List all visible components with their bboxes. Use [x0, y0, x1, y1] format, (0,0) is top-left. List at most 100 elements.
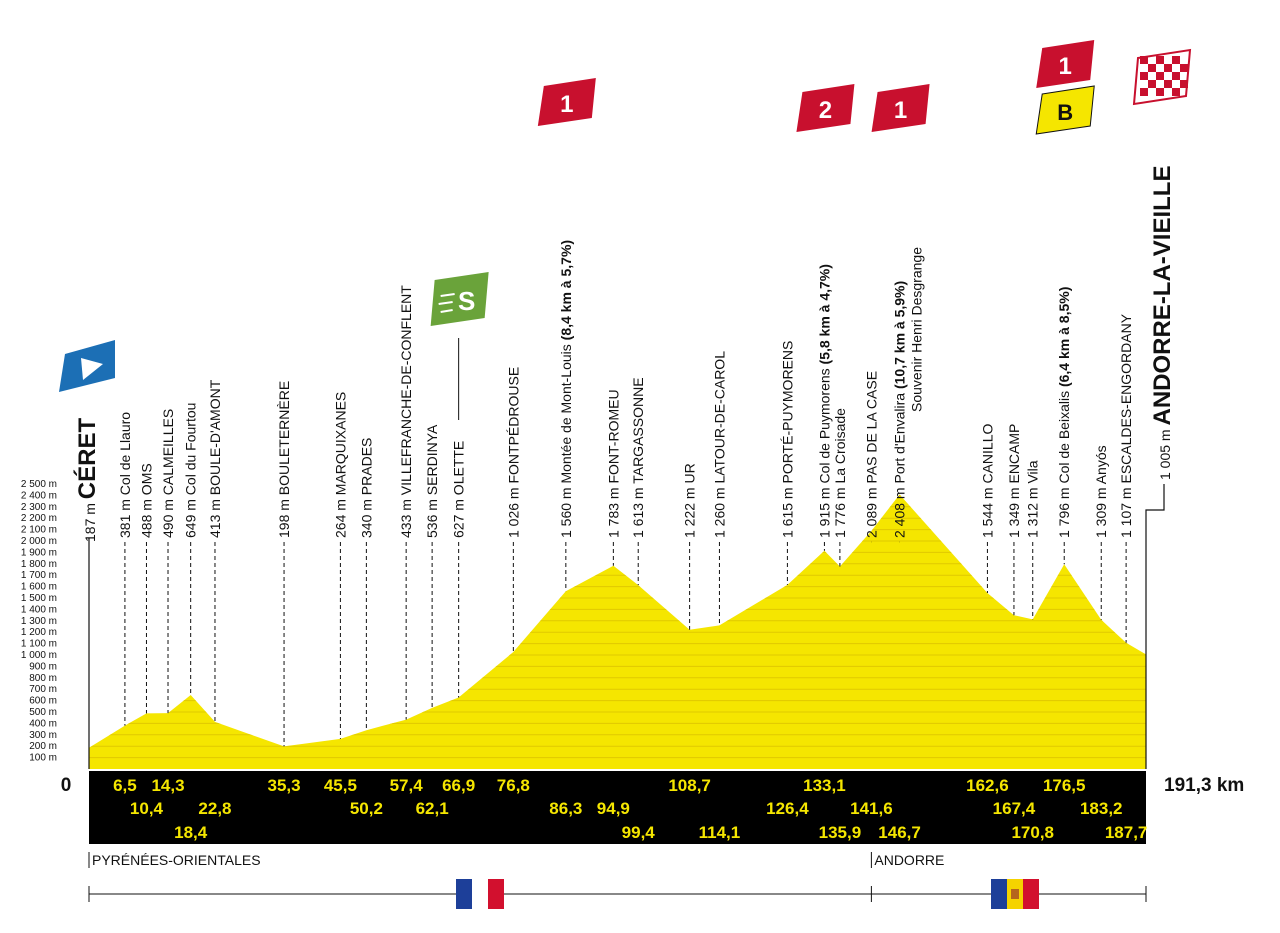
y-tick-label: 500 m [29, 707, 57, 718]
waypoint-alt: 1 915 m Col de Puymorens [816, 368, 832, 538]
waypoint-name: CÉRET [73, 418, 101, 500]
sprint-flag: S [430, 272, 489, 326]
flag-stripe [488, 879, 504, 909]
waypoint-label-start: 187 m CÉRET [73, 418, 101, 542]
waypoint-alt: 1 005 m [1157, 426, 1173, 480]
waypoint-alt: 198 m BOULETERNÈRE [276, 381, 292, 538]
flag-stripe [472, 879, 488, 909]
km-band [89, 771, 1146, 844]
waypoint-name: ANDORRE-LA-VIEILLE [1149, 166, 1176, 426]
waypoint-label: 627 m OLETTE [451, 441, 467, 538]
waypoint-label: 2 089 m PAS DE LA CASE [863, 371, 879, 538]
waypoint-label: 1 349 m ENCAMP [1006, 424, 1022, 538]
finish-flag-check [1172, 72, 1180, 80]
y-tick-label: 1 700 m [21, 570, 57, 581]
waypoint-km-label: 76,8 [497, 776, 530, 795]
finish-flag-check [1148, 80, 1156, 88]
waypoint-label: 1 560 m Montée de Mont-Louis (8,4 km à 5… [558, 240, 574, 538]
waypoint-alt: 536 m SERDINYA [424, 424, 440, 538]
climb-category-label: 1 [560, 91, 573, 118]
climb-flag-shape [796, 84, 855, 132]
waypoint-km-label: 6,5 [113, 776, 137, 795]
finish-flag [1132, 48, 1192, 106]
waypoint-label-line2: Souvenir Henri Desgrange [909, 247, 925, 412]
waypoint-label: 1 107 m ESCALDES-ENGORDANY [1118, 313, 1134, 538]
waypoint-alt: 1 107 m ESCALDES-ENGORDANY [1118, 313, 1134, 538]
waypoint-label: 1 260 m LATOUR-DE-CAROL [711, 351, 727, 538]
waypoint-alt: 1 796 m Col de Beixalis [1056, 391, 1072, 538]
climb-category-label: 1 [894, 97, 907, 124]
finish-flag-check [1140, 88, 1148, 96]
y-tick-label: 2 400 m [21, 490, 57, 501]
y-tick-label: 1 200 m [21, 627, 57, 638]
y-tick-label: 2 000 m [21, 536, 57, 547]
waypoint-km-label: 170,8 [1011, 823, 1054, 842]
y-tick-label: 300 m [29, 730, 57, 741]
flag-stripe [991, 879, 1007, 909]
waypoint-km-label: 35,3 [267, 776, 300, 795]
waypoint-km-label: 14,3 [151, 776, 184, 795]
waypoint-alt: 1 260 m LATOUR-DE-CAROL [711, 351, 727, 538]
flag-emblem [1011, 889, 1019, 899]
waypoint-alt: 1 026 m FONTPÉDROUSE [505, 367, 521, 538]
waypoint-km-label: 114,1 [699, 823, 741, 842]
y-tick-label: 2 200 m [21, 513, 57, 524]
finish-connector [1145, 484, 1165, 769]
climb-category-flag: 1 [871, 84, 930, 132]
waypoint-alt: 2 089 m PAS DE LA CASE [863, 371, 879, 538]
y-tick-label: 1 800 m [21, 559, 57, 570]
waypoint-label: 340 m PRADES [358, 438, 374, 538]
climb-flag-shape [537, 78, 596, 126]
start-km-label: 0 [61, 775, 72, 796]
waypoint-km-label: 10,4 [130, 799, 164, 818]
waypoint-alt: 340 m PRADES [358, 438, 374, 538]
waypoint-km-label: 133,1 [803, 776, 846, 795]
climb-flag-shape [871, 84, 930, 132]
y-tick-label: 1 600 m [21, 582, 57, 593]
climb-category-flag: 1 [537, 78, 596, 126]
waypoint-km-label: 187,7 [1105, 823, 1148, 842]
waypoint-alt: 381 m Col de Llauro [117, 412, 133, 538]
finish-flag-check [1164, 64, 1172, 72]
waypoint-km-label: 45,5 [324, 776, 357, 795]
climb-flag-shape [1036, 40, 1095, 88]
waypoint-label: 1 613 m TARGASSONNE [630, 377, 646, 538]
finish-flag-check [1140, 56, 1148, 64]
waypoint-alt: 413 m BOULE-D'AMONT [207, 379, 223, 538]
waypoint-km-label: 22,8 [198, 799, 231, 818]
waypoint-alt: 1 544 m CANILLO [979, 424, 995, 538]
waypoint-label: 1 615 m PORTÉ-PUYMORENS [779, 341, 795, 538]
waypoint-label: 433 m VILLEFRANCHE-DE-CONFLENT [398, 285, 414, 538]
waypoint-label: 1 026 m FONTPÉDROUSE [505, 367, 521, 538]
waypoint-label: 488 m OMS [138, 463, 154, 538]
andorra-flag-icon [991, 879, 1039, 909]
waypoint-climb-detail: (10,7 km à 5,9%) [892, 281, 908, 393]
finish-flag-check [1172, 56, 1180, 64]
waypoint-label: 413 m BOULE-D'AMONT [207, 379, 223, 538]
finish-flag-check [1172, 88, 1180, 96]
region-label: ANDORRE [874, 852, 944, 868]
waypoint-label: 536 m SERDINYA [424, 424, 440, 538]
y-tick-label: 2 100 m [21, 525, 57, 536]
waypoint-alt: 1 312 m Vila [1025, 460, 1041, 538]
waypoint-label-finish: 1 005 m ANDORRE-LA-VIEILLE [1149, 166, 1176, 480]
waypoint-alt: 1 222 m UR [682, 463, 698, 538]
waypoint-km-label: 99,4 [622, 823, 656, 842]
waypoint-km-label: 126,4 [766, 799, 809, 818]
y-tick-label: 800 m [29, 673, 57, 684]
waypoint-label: 1 544 m CANILLO [979, 424, 995, 538]
waypoint-label: 1 776 m La Croisade [832, 408, 848, 538]
finish-flag-check [1180, 80, 1188, 88]
bonus-flag: B [1035, 85, 1095, 135]
finish-flag-check [1156, 56, 1164, 64]
waypoint-km-label: 94,9 [597, 799, 630, 818]
sprint-speed-line [438, 301, 453, 305]
y-tick-label: 900 m [29, 661, 57, 672]
y-tick-label: 700 m [29, 684, 57, 695]
waypoint-km-label: 167,4 [993, 799, 1036, 818]
waypoint-alt: 1 560 m Montée de Mont-Louis [558, 344, 574, 538]
finish-flag-check [1140, 72, 1148, 80]
waypoint-alt: 649 m Col du Fourtou [183, 403, 199, 538]
y-tick-label: 200 m [29, 741, 57, 752]
